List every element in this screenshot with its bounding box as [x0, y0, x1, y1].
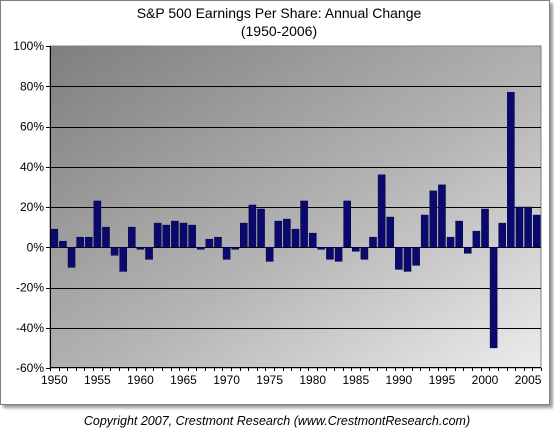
bar-1971: [231, 247, 239, 250]
bar-1950: [50, 228, 59, 248]
bar-1969: [214, 236, 222, 248]
bar-1990: [395, 247, 403, 270]
x-tick-label: 2000: [472, 373, 499, 387]
bar-1966: [188, 224, 196, 248]
bar-1985: [352, 247, 360, 252]
bar-1983: [334, 247, 343, 262]
bar-1961: [145, 247, 153, 260]
bar-1986: [360, 247, 369, 260]
bar-1955: [93, 200, 102, 248]
y-tick-labels: 100% 80% 60% 40% 20% 0% -20% -40% -60%: [13, 39, 44, 375]
bar-1970: [222, 247, 231, 260]
bar-1975: [265, 247, 274, 262]
bar-1956: [102, 226, 110, 248]
bar-1995: [438, 184, 446, 248]
bar-1967: [196, 247, 205, 250]
chart-frame: S&P 500 Earnings Per Share: Annual Chang…: [0, 0, 550, 405]
y-tick-label: 100%: [13, 39, 44, 53]
bar-1980: [308, 232, 317, 248]
y-tick-label: -20%: [16, 281, 44, 295]
bar-1953: [76, 236, 84, 248]
bar-1959: [128, 226, 136, 248]
x-tick-label: 1990: [386, 373, 413, 387]
bar-1998: [464, 247, 472, 254]
x-tick-labels: 1950 1955 1960 1965 1970 1975 1980 1985 1990 1995…: [41, 373, 542, 387]
bar-1979: [300, 200, 308, 248]
bar-1981: [317, 247, 326, 250]
bar-1968: [205, 238, 214, 248]
bar-1982: [326, 247, 334, 260]
bar-1962: [153, 222, 162, 248]
bar-1987: [369, 236, 377, 248]
y-tick-label: 60%: [20, 120, 44, 134]
x-tick-label: 1975: [256, 373, 283, 387]
bar-1994: [429, 190, 438, 248]
bar-1951: [59, 240, 67, 248]
x-tick-label: 1965: [170, 373, 197, 387]
bar-1993: [420, 214, 429, 248]
bar-1976: [274, 220, 283, 248]
bar-1964: [171, 220, 179, 248]
x-tick-label: 1955: [84, 373, 111, 387]
x-tick-label: 1980: [299, 373, 326, 387]
bar-1973: [248, 204, 257, 248]
bar-1963: [162, 224, 171, 248]
bar-1954: [84, 236, 93, 248]
axes: [46, 46, 542, 371]
bars: [50, 92, 541, 349]
bar-1960: [136, 247, 145, 250]
y-tick-label: 40%: [20, 160, 44, 174]
x-tick-label: 1995: [429, 373, 456, 387]
x-tick-label: 1950: [41, 373, 68, 387]
bar-1999: [472, 230, 481, 248]
bar-2002: [498, 222, 507, 248]
chart-subtitle: (1950-2006): [241, 23, 317, 39]
bar-2005: [524, 206, 532, 248]
chart-svg: S&P 500 Earnings Per Share: Annual Chang…: [13, 5, 542, 387]
bar-1988: [377, 174, 386, 248]
bar-1978: [291, 228, 300, 248]
y-tick-label: 80%: [20, 79, 44, 93]
x-tick-label: 1985: [342, 373, 369, 387]
bar-1991: [403, 247, 412, 272]
y-tick-label: 20%: [20, 200, 44, 214]
bar-1952: [67, 247, 76, 268]
bar-1965: [179, 222, 188, 248]
bar-1997: [455, 220, 463, 248]
bar-1992: [412, 247, 420, 266]
x-tick-label: 1960: [127, 373, 154, 387]
bar-1957: [110, 247, 119, 256]
y-tick-label: 0%: [27, 240, 45, 254]
x-tick-label: 1970: [213, 373, 240, 387]
bar-1972: [240, 222, 248, 248]
bar-2000: [481, 208, 489, 248]
bar-2006: [532, 214, 541, 248]
bar-1977: [283, 218, 291, 248]
bar-2003: [507, 92, 515, 248]
bar-1958: [119, 247, 128, 272]
bar-1996: [446, 236, 455, 248]
bar-2004: [515, 206, 524, 248]
bar-1989: [386, 216, 395, 248]
bar-1974: [257, 208, 265, 248]
bar-1984: [343, 200, 351, 248]
x-tick-label: 2005: [515, 373, 542, 387]
y-tick-label: -40%: [16, 321, 44, 335]
chart-title: S&P 500 Earnings Per Share: Annual Chang…: [137, 5, 422, 21]
y-tick-label: -60%: [16, 361, 44, 375]
copyright-text: Copyright 2007, Crestmont Research (www.…: [83, 414, 471, 428]
bar-2001: [489, 247, 498, 349]
